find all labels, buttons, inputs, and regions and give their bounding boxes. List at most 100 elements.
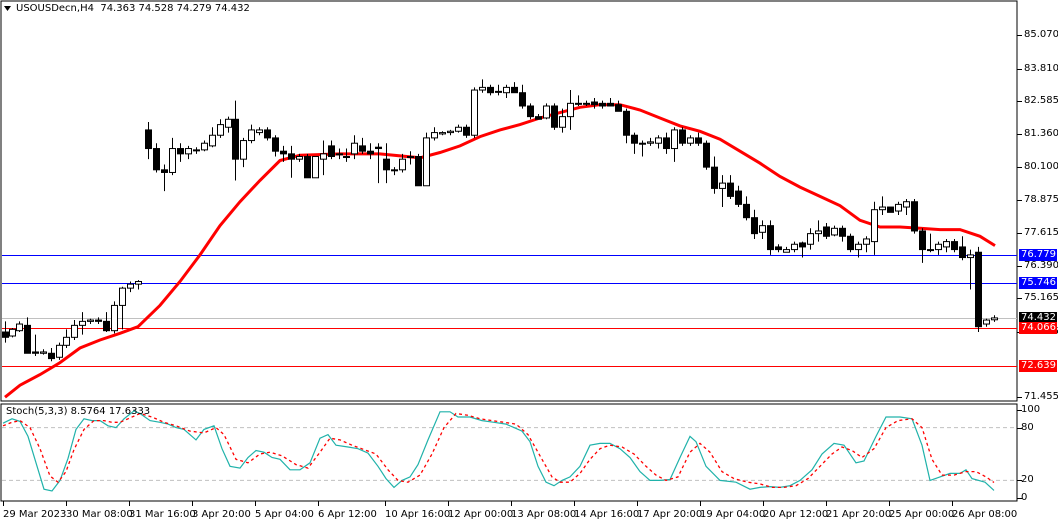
candle — [943, 238, 950, 253]
candle — [161, 164, 168, 192]
candle — [535, 113, 542, 120]
time-tick-label: 30 Mar 08:00 — [66, 509, 133, 520]
price-tick-label: 77.615 — [1024, 227, 1058, 238]
time-tick-label: 26 Apr 08:00 — [952, 509, 1018, 520]
candle — [177, 143, 184, 162]
horizontal-levels — [2, 255, 1017, 367]
candle — [447, 129, 454, 136]
candle — [135, 280, 142, 290]
candle — [272, 135, 279, 157]
candle — [185, 145, 192, 160]
candle — [623, 108, 630, 144]
candle — [511, 82, 518, 94]
candle — [111, 301, 118, 334]
candle — [48, 347, 55, 362]
candle — [336, 148, 343, 160]
candle — [583, 100, 590, 106]
candle — [615, 100, 622, 112]
candle — [759, 220, 766, 239]
candle — [495, 84, 502, 96]
candle — [727, 175, 734, 200]
candle — [280, 145, 287, 162]
stochastic-oscillator — [2, 410, 1017, 492]
candle — [807, 228, 814, 250]
candle — [639, 140, 646, 157]
candle — [103, 312, 110, 333]
candle — [743, 196, 750, 221]
candle — [831, 225, 838, 237]
candle — [312, 156, 319, 179]
price-level-label: 76.779 — [1019, 249, 1057, 261]
candle — [169, 137, 176, 176]
candle — [871, 201, 878, 255]
candle — [56, 342, 63, 360]
candle — [119, 286, 126, 330]
candle — [9, 328, 16, 338]
price-level-label: 75.746 — [1019, 277, 1057, 289]
time-tick-label: 13 Apr 08:00 — [511, 509, 577, 520]
candle — [471, 87, 478, 138]
candle — [87, 318, 94, 325]
stoch-signal-line — [2, 412, 995, 489]
price-axis-ticks — [1017, 35, 1022, 499]
candle — [455, 124, 462, 133]
time-tick-label: 17 Apr 20:00 — [637, 509, 703, 520]
candle — [927, 233, 934, 253]
candle — [863, 236, 870, 253]
candle — [655, 135, 662, 149]
candle — [687, 135, 694, 146]
candle — [559, 108, 566, 133]
candle — [415, 153, 422, 187]
candle — [679, 127, 686, 146]
candle — [240, 137, 247, 168]
time-tick-label: 21 Apr 20:00 — [826, 509, 892, 520]
candle — [951, 238, 958, 253]
chart-header: USOUSDecn,H4 74.363 74.528 74.279 74.432 — [16, 3, 250, 14]
candle — [551, 103, 558, 130]
stoch-main-line — [2, 410, 995, 492]
candle — [823, 222, 830, 239]
candle — [343, 148, 350, 162]
candle — [607, 98, 614, 107]
price-tick-label: 83.810 — [1024, 63, 1058, 74]
candle — [16, 321, 23, 333]
stoch-tick-label: 80 — [1021, 422, 1034, 433]
candle — [887, 206, 894, 213]
candle — [783, 246, 790, 253]
candle — [296, 153, 303, 162]
candle — [647, 137, 654, 146]
candlesticks — [2, 79, 998, 362]
time-tick-label: 6 Apr 12:00 — [318, 509, 377, 520]
candle — [24, 317, 31, 354]
candle — [599, 100, 606, 109]
candle — [320, 140, 327, 176]
candle — [775, 244, 782, 253]
candle — [225, 116, 232, 133]
candle — [967, 249, 974, 290]
candle — [543, 103, 550, 120]
menu-arrow-icon[interactable] — [4, 6, 11, 11]
candle — [32, 334, 39, 356]
candle — [383, 143, 390, 184]
price-tick-label: 71.455 — [1024, 391, 1058, 402]
candle — [264, 127, 271, 141]
candle — [391, 167, 398, 176]
stoch-tick-label: 20 — [1021, 474, 1034, 485]
ma-line — [4, 103, 996, 399]
ohlc-values: 74.363 74.528 74.279 74.432 — [100, 3, 250, 14]
candle — [145, 121, 152, 160]
candle — [735, 185, 742, 208]
time-tick-label: 10 Apr 16:00 — [385, 509, 451, 520]
time-tick-label: 25 Apr 00:00 — [889, 509, 955, 520]
candle — [767, 220, 774, 255]
candle — [631, 132, 638, 154]
stoch-header: Stoch(5,3,3) 8.5764 17.6333 — [6, 406, 151, 417]
candle — [815, 220, 822, 242]
candle — [591, 98, 598, 109]
price-level-label: 72.639 — [1019, 360, 1057, 372]
candle — [895, 201, 902, 216]
candle — [751, 209, 758, 239]
time-tick-label: 14 Apr 16:00 — [574, 509, 640, 520]
candle — [839, 225, 846, 242]
